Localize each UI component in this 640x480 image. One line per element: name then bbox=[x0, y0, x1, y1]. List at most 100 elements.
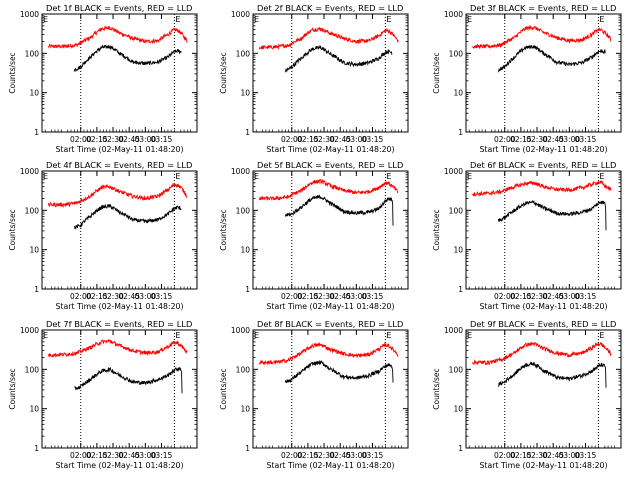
event-marker-e: E bbox=[43, 331, 48, 340]
chart-det-4: Det 4f BLACK = Events, RED = LLD 1 10 100 10… bbox=[8, 160, 198, 311]
x-tick-label: 02:45 bbox=[118, 135, 140, 144]
x-tick-label: 03:00 bbox=[135, 292, 157, 301]
series-events bbox=[73, 366, 183, 394]
event-marker-e: E bbox=[386, 331, 391, 340]
x-tick-label: 02:15 bbox=[297, 451, 319, 460]
x-axis-label: Start Time (02-May-11 01:48:20) bbox=[479, 461, 607, 470]
x-tick-label: 03:15 bbox=[575, 135, 597, 144]
chart-title: Det 2f BLACK = Events, RED = LLD bbox=[257, 3, 403, 13]
y-tick-label: 1 bbox=[245, 128, 250, 137]
y-tick-label: 1000 bbox=[20, 10, 39, 19]
chart-title: Det 3f BLACK = Events, RED = LLD bbox=[470, 3, 616, 13]
x-axis-label: Start Time (02-May-11 01:48:20) bbox=[55, 302, 183, 311]
x-tick-label: 02:15 bbox=[510, 292, 532, 301]
plot-frame bbox=[252, 170, 409, 290]
x-tick-label: 03:00 bbox=[346, 292, 368, 301]
chart-det-2: Det 2f BLACK = Events, RED = LLD 1 10 100 10… bbox=[219, 3, 409, 154]
plot-frame bbox=[41, 329, 198, 449]
chart-det-3: Det 3f BLACK = Events, RED = LLD 1 10 100 10… bbox=[432, 3, 622, 154]
series-events bbox=[497, 44, 606, 73]
chart-title: Det 1f BLACK = Events, RED = LLD bbox=[46, 3, 192, 13]
y-tick-label: 10 bbox=[240, 246, 250, 255]
chart-title: Det 5f BLACK = Events, RED = LLD bbox=[257, 160, 403, 170]
chart-det-1: Det 1f BLACK = Events, RED = LLD 1 10 100 10… bbox=[8, 3, 198, 154]
event-marker-e: E bbox=[254, 15, 259, 24]
y-axis-label: Counts/sec bbox=[8, 209, 17, 250]
x-tick-label: 02:00 bbox=[494, 135, 516, 144]
x-tick-label: 02:00 bbox=[494, 451, 516, 460]
x-tick-label: 02:30 bbox=[313, 135, 335, 144]
x-tick-label: 02:45 bbox=[329, 292, 351, 301]
y-tick-label: 1 bbox=[245, 444, 250, 453]
x-axis-label: Start Time (02-May-11 01:48:20) bbox=[266, 302, 394, 311]
series-lld bbox=[48, 338, 188, 359]
event-marker-e: E bbox=[386, 15, 391, 24]
y-tick-label: 10 bbox=[453, 246, 463, 255]
series-events bbox=[73, 44, 182, 73]
x-tick-label: 03:15 bbox=[151, 135, 173, 144]
series-events bbox=[284, 44, 393, 73]
y-axis-label: Counts/sec bbox=[219, 209, 228, 250]
x-tick-label: 03:00 bbox=[135, 451, 157, 460]
event-marker-e: E bbox=[467, 15, 472, 24]
y-tick-label: 1 bbox=[458, 444, 463, 453]
x-tick-label: 02:15 bbox=[86, 135, 108, 144]
event-marker-e: E bbox=[599, 172, 604, 181]
series-events bbox=[284, 194, 394, 226]
x-tick-label: 02:00 bbox=[70, 451, 92, 460]
event-marker-e: E bbox=[599, 15, 604, 24]
x-tick-label: 02:45 bbox=[542, 292, 564, 301]
series-lld bbox=[472, 341, 612, 366]
y-tick-label: 100 bbox=[236, 206, 251, 215]
y-tick-label: 1 bbox=[34, 285, 39, 294]
chart-det-8: Det 8f BLACK = Events, RED = LLD 1 10 100 10… bbox=[219, 319, 409, 470]
event-marker-e: E bbox=[386, 172, 391, 181]
y-axis-label: Counts/sec bbox=[8, 368, 17, 409]
series-events bbox=[498, 361, 607, 388]
y-tick-label: 10 bbox=[29, 405, 39, 414]
y-tick-label: 100 bbox=[25, 206, 40, 215]
y-tick-label: 1 bbox=[34, 444, 39, 453]
series-lld bbox=[259, 178, 399, 201]
chart-title: Det 9f BLACK = Events, RED = LLD bbox=[470, 319, 616, 329]
x-tick-label: 02:15 bbox=[297, 135, 319, 144]
x-tick-label: 02:45 bbox=[329, 451, 351, 460]
x-tick-label: 03:15 bbox=[362, 292, 384, 301]
y-tick-label: 10 bbox=[240, 405, 250, 414]
y-axis-label: Counts/sec bbox=[8, 52, 17, 93]
y-axis-label: Counts/sec bbox=[432, 209, 441, 250]
series-lld bbox=[472, 179, 612, 198]
x-tick-label: 03:00 bbox=[559, 135, 581, 144]
series-lld bbox=[48, 25, 188, 49]
x-tick-label: 02:45 bbox=[542, 135, 564, 144]
y-tick-label: 10 bbox=[453, 405, 463, 414]
series-lld bbox=[48, 182, 188, 209]
chart-title: Det 6f BLACK = Events, RED = LLD bbox=[470, 160, 616, 170]
x-tick-label: 03:15 bbox=[575, 292, 597, 301]
event-marker-e: E bbox=[254, 172, 259, 181]
y-tick-label: 1000 bbox=[444, 167, 463, 176]
x-tick-label: 03:15 bbox=[575, 451, 597, 460]
x-tick-label: 02:00 bbox=[494, 292, 516, 301]
y-tick-label: 100 bbox=[25, 365, 40, 374]
chart-det-9: Det 9f BLACK = Events, RED = LLD 1 10 100 10… bbox=[432, 319, 622, 470]
y-tick-label: 100 bbox=[25, 49, 40, 58]
x-tick-label: 03:15 bbox=[362, 135, 384, 144]
x-tick-label: 02:30 bbox=[313, 451, 335, 460]
x-tick-label: 02:00 bbox=[281, 135, 303, 144]
event-marker-e: E bbox=[175, 331, 180, 340]
x-tick-label: 02:00 bbox=[70, 292, 92, 301]
y-tick-label: 10 bbox=[29, 246, 39, 255]
y-tick-label: 1 bbox=[458, 285, 463, 294]
x-tick-label: 02:45 bbox=[118, 451, 140, 460]
event-marker-e: E bbox=[467, 331, 472, 340]
x-tick-label: 02:30 bbox=[102, 135, 124, 144]
y-tick-label: 100 bbox=[236, 49, 251, 58]
x-tick-label: 03:00 bbox=[346, 135, 368, 144]
event-marker-e: E bbox=[43, 15, 48, 24]
x-tick-label: 03:00 bbox=[559, 451, 581, 460]
x-tick-label: 03:00 bbox=[559, 292, 581, 301]
plot-frame bbox=[465, 170, 622, 290]
y-tick-label: 1 bbox=[34, 128, 39, 137]
x-axis-label: Start Time (02-May-11 01:48:20) bbox=[55, 145, 183, 154]
